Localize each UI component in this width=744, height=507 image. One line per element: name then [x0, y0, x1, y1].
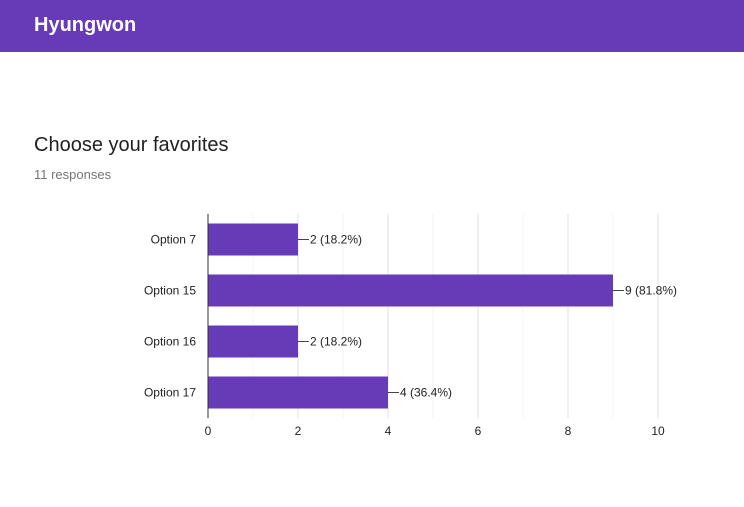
- app-title: Hyungwon: [34, 14, 137, 36]
- data-label: 2 (18.2%): [310, 335, 362, 349]
- category-label: Option 17: [144, 386, 196, 400]
- x-tick-label: 8: [565, 424, 572, 438]
- category-label: Option 16: [144, 335, 196, 349]
- response-count: 11 responses: [34, 167, 112, 182]
- x-tick-label: 2: [295, 424, 302, 438]
- x-tick-label: 0: [205, 424, 212, 438]
- bar: [208, 376, 388, 409]
- bar: [208, 223, 298, 256]
- data-label: 4 (36.4%): [400, 386, 452, 400]
- data-label: 2 (18.2%): [310, 233, 362, 247]
- app-header: Hyungwon: [0, 0, 744, 52]
- category-label: Option 15: [144, 284, 196, 298]
- bar: [208, 274, 613, 307]
- question-title: Choose your favorites: [34, 134, 229, 156]
- category-label: Option 7: [151, 233, 197, 247]
- x-tick-label: 4: [385, 424, 392, 438]
- x-tick-label: 10: [651, 424, 665, 438]
- x-tick-label: 6: [475, 424, 482, 438]
- data-label: 9 (81.8%): [625, 284, 677, 298]
- bar: [208, 325, 298, 358]
